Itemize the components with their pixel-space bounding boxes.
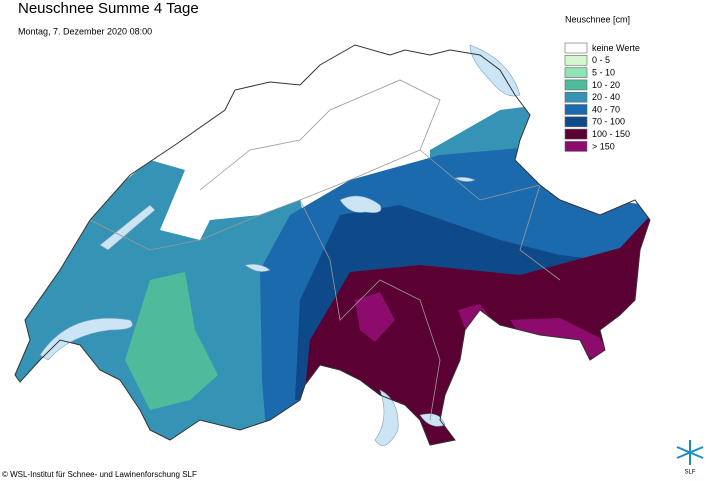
legend-swatch <box>564 54 588 66</box>
region <box>125 272 218 410</box>
legend: Neuschnee [cm] keine Werte 0 - 5 5 - 10 10 … <box>564 14 640 152</box>
lake <box>244 263 271 272</box>
copyright: © WSL-Institut für Schnee- und Lawinenfo… <box>2 470 197 479</box>
legend-label: 70 - 100 <box>592 117 625 127</box>
logo-text: SLF <box>684 470 695 476</box>
legend-label: 20 - 40 <box>592 92 620 102</box>
legend-swatch <box>564 104 588 115</box>
logo <box>676 440 704 465</box>
region <box>355 292 395 342</box>
legend-label: 10 - 20 <box>592 80 620 90</box>
region <box>295 205 620 400</box>
lake <box>454 177 476 182</box>
lake <box>339 195 382 213</box>
legend-label: keine Werte <box>592 43 640 53</box>
legend-swatch <box>564 116 588 128</box>
title: Neuschnee Summe 4 Tage <box>18 0 199 17</box>
legend-title: Neuschnee [cm] <box>565 14 630 24</box>
legend-swatch <box>564 91 588 103</box>
legend-swatch <box>564 42 588 54</box>
legend-swatch <box>564 128 588 140</box>
legend-swatch <box>564 67 588 78</box>
legend-label: > 150 <box>592 141 615 151</box>
legend-label: 100 - 150 <box>592 129 630 139</box>
legend-swatch <box>564 79 588 91</box>
logo-flake <box>676 440 704 465</box>
legend-label: 5 - 10 <box>592 67 615 77</box>
lake <box>419 413 446 427</box>
legend-label: 0 - 5 <box>592 55 610 65</box>
lake <box>99 204 156 251</box>
legend-label: 40 - 70 <box>592 104 620 114</box>
lake <box>374 389 399 446</box>
canton-border <box>299 199 441 421</box>
legend-swatch <box>564 141 588 152</box>
subtitle: Montag, 7. Dezember 2020 08:00 <box>18 26 152 36</box>
